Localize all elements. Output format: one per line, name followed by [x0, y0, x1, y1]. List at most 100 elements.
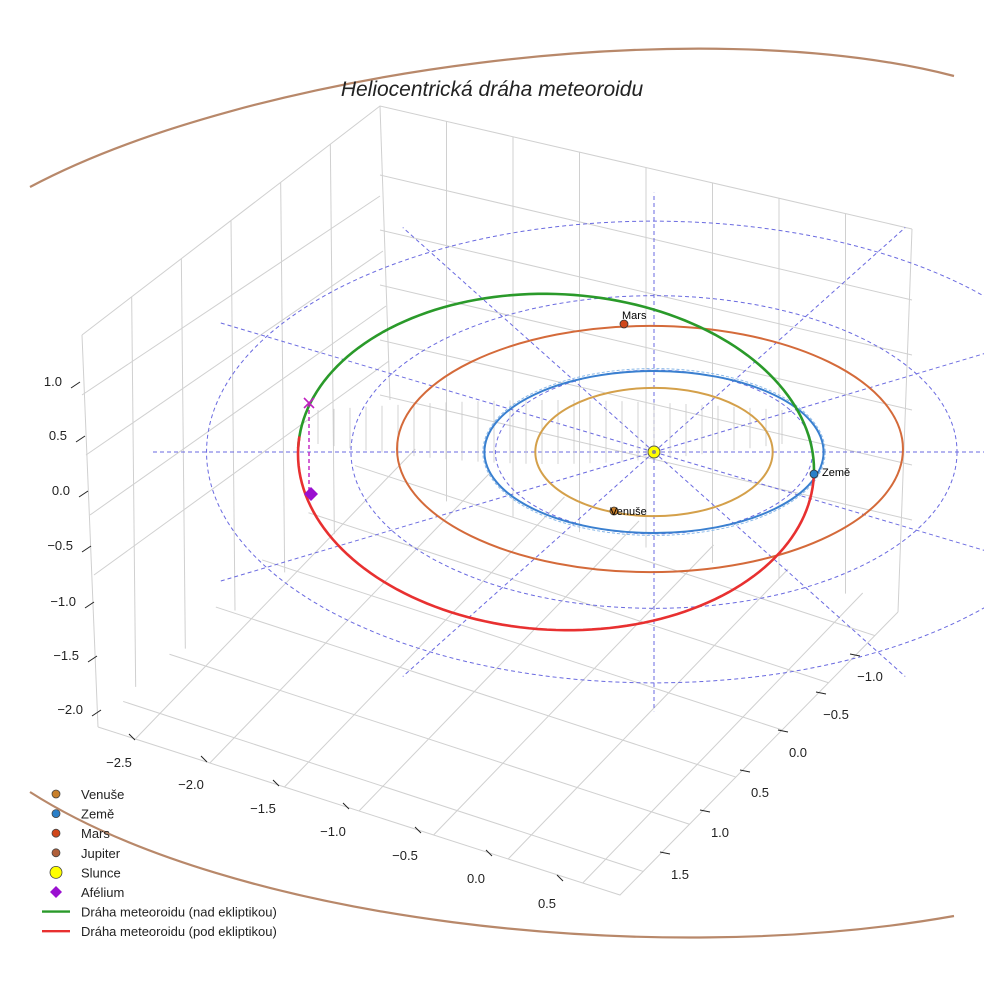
aphelion-point-marker — [303, 397, 315, 409]
y-tick-label: 0.5 — [751, 785, 769, 800]
planet-marker-Země — [809, 469, 819, 479]
grid-line — [329, 144, 335, 535]
x-tick — [556, 874, 564, 882]
planet-label: Země — [822, 467, 850, 479]
z-tick-label: 1.0 — [44, 374, 62, 389]
floor-grid-line — [582, 592, 864, 884]
legend-label: Slunce — [81, 865, 121, 880]
venus-orbit — [534, 386, 774, 518]
floor-grid-line — [209, 472, 491, 764]
grid-line — [379, 229, 913, 356]
y-tick-label: −1.0 — [857, 669, 883, 684]
x-tick — [272, 779, 280, 787]
floor-grid-line — [308, 512, 829, 684]
z-tick-label: −1.5 — [53, 648, 79, 663]
y-tick — [849, 653, 861, 657]
x-tick — [342, 802, 350, 810]
x-tick-label: −2.5 — [106, 755, 132, 770]
legend-marker — [51, 828, 61, 838]
y-tick — [815, 691, 827, 695]
legend-label: Afélium — [81, 885, 124, 900]
y-tick — [739, 769, 751, 773]
y-tick — [699, 809, 711, 813]
ecliptic-radial-line — [653, 227, 906, 453]
z-tick-label: 0.0 — [52, 483, 70, 498]
legend-marker — [49, 866, 63, 879]
x-tick-label: −1.5 — [250, 801, 276, 816]
z-tick-label: −2.0 — [57, 702, 83, 717]
floor-grid-line — [284, 496, 565, 788]
meteoroid-orbit — [296, 292, 816, 632]
x-tick — [485, 849, 493, 857]
sun-center — [652, 450, 656, 454]
planet-label: Venuše — [610, 506, 647, 518]
mars-orbit — [396, 324, 904, 574]
aphelion-marker — [304, 487, 318, 501]
jupiter-orbit — [29, 47, 955, 939]
ecliptic-radial-line — [402, 227, 655, 453]
earth-orbit — [483, 370, 825, 534]
y-tick-label: 0.0 — [789, 745, 807, 760]
bodies: Venuše Země Mars — [303, 310, 850, 518]
ecliptic-radial-line — [218, 321, 655, 453]
grid-line — [379, 174, 913, 301]
x-tick-label: −1.0 — [320, 824, 346, 839]
planet-label: Mars — [622, 310, 647, 322]
floor-grid-line — [215, 606, 736, 778]
y-tick-label: −0.5 — [823, 707, 849, 722]
z-tick — [75, 435, 86, 443]
ecliptic-radial-line — [218, 451, 655, 583]
meteoroid-orbit-below — [296, 436, 816, 632]
legend-label: Jupiter — [81, 846, 121, 861]
axes-grid — [81, 105, 913, 896]
floor-grid-line — [507, 568, 789, 860]
pane-top-edge — [81, 105, 913, 336]
grid-line — [379, 284, 913, 411]
z-tick — [78, 490, 89, 498]
z-tick — [91, 709, 102, 717]
grid-line — [81, 195, 381, 396]
grid-line — [379, 394, 913, 521]
z-tick — [81, 545, 92, 553]
z-tick-label: −0.5 — [47, 538, 73, 553]
legend-label: Venuše — [81, 787, 124, 802]
jupiter-orbit-lower-arc — [29, 791, 955, 939]
grid-line — [280, 182, 286, 573]
pane-right-edge — [897, 228, 913, 613]
grid-line — [131, 296, 137, 687]
ecliptic-radial-line — [653, 451, 906, 677]
planet-marker-Venuše — [609, 506, 619, 516]
grid-line — [180, 258, 186, 649]
floor-edge — [97, 611, 899, 896]
grid-line — [89, 305, 387, 516]
legend-marker — [50, 886, 62, 898]
z-tick — [87, 655, 98, 663]
ecliptic-radial-line — [402, 451, 655, 677]
ecliptic-radial-line — [653, 353, 984, 453]
x-tick-label: −2.0 — [178, 777, 204, 792]
pane-back-corner — [379, 105, 391, 401]
x-axis: −2.5 −2.0 −1.5 −1.0 −0.5 0.0 0.5 — [106, 733, 564, 911]
y-tick-label: 1.0 — [711, 825, 729, 840]
x-tick — [200, 755, 208, 763]
y-tick-label: 1.5 — [671, 867, 689, 882]
floor-grid-line — [262, 559, 783, 731]
grid-line — [230, 220, 236, 611]
x-tick — [128, 733, 136, 741]
planet-marker-Mars — [619, 319, 629, 329]
orbit-drop-lines — [317, 400, 783, 464]
earth-orbit-inclined — [482, 368, 826, 536]
legend-label: Dráha meteoroidu (pod ekliptikou) — [81, 924, 277, 939]
floor-grid-line — [169, 653, 690, 825]
floor-grid-line — [433, 544, 714, 836]
z-axis: 1.0 0.5 0.0 −0.5 −1.0 −1.5 −2.0 — [44, 374, 102, 717]
ecliptic-radial-line — [653, 451, 984, 551]
legend-label: Země — [81, 807, 114, 822]
x-tick — [414, 826, 422, 834]
floor-grid-line — [354, 465, 875, 637]
floor-grid-line — [134, 448, 416, 740]
x-tick-label: 0.0 — [467, 871, 485, 886]
x-tick-label: 0.5 — [538, 896, 556, 911]
grid-line — [85, 250, 384, 456]
